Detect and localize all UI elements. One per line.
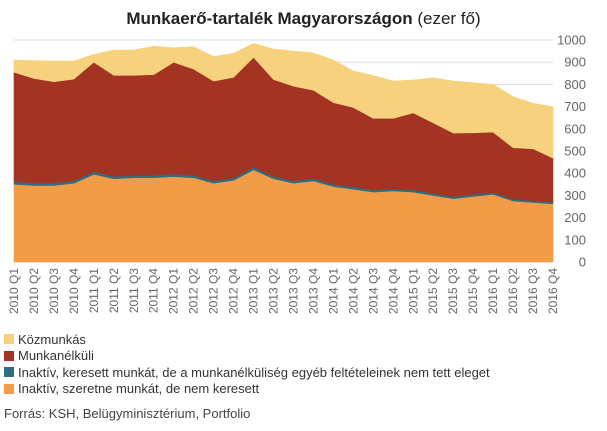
y-tick-label: 0 bbox=[579, 255, 586, 270]
legend-label-munkanelkuli: Munkanélküli bbox=[18, 348, 94, 364]
x-tick-label: 2016 Q3 bbox=[526, 268, 540, 314]
legend-item-inaktiv-kereso: Inaktív, keresett munkát, de a munkanélk… bbox=[4, 364, 490, 381]
x-tick-label: 2012 Q2 bbox=[187, 268, 201, 314]
x-tick-label: 2011 Q2 bbox=[107, 268, 121, 313]
x-tick-label: 2013 Q2 bbox=[267, 268, 281, 314]
x-tick-label: 2015 Q1 bbox=[406, 268, 420, 314]
y-tick-label: 600 bbox=[564, 121, 586, 136]
x-tick-label: 2011 Q3 bbox=[127, 268, 141, 313]
area-kozmunkas bbox=[13, 43, 554, 159]
legend-swatch-kozmunkas bbox=[4, 334, 14, 345]
y-tick-label: 900 bbox=[564, 55, 586, 70]
y-tick-label: 800 bbox=[564, 77, 586, 92]
legend-swatch-munkanelkuli bbox=[4, 350, 14, 361]
legend-item-kozmunkas: Közmunkás bbox=[4, 331, 490, 348]
x-tick-label: 2010 Q3 bbox=[47, 268, 61, 314]
y-tick-label: 300 bbox=[564, 188, 586, 203]
x-tick-label: 2015 Q2 bbox=[426, 268, 440, 314]
x-tick-label: 2016 Q2 bbox=[506, 268, 520, 314]
series-areas bbox=[13, 43, 554, 263]
y-axis-ticks: 0 100 200 300 400 500 600 700 800 900 1000 bbox=[557, 33, 586, 270]
y-tick-label: 400 bbox=[564, 166, 586, 181]
x-tick-label: 2012 Q1 bbox=[167, 268, 181, 314]
legend-swatch-inaktiv-kereso bbox=[4, 367, 14, 378]
chart-title-main: Munkaerő-tartalék Magyarországon bbox=[126, 9, 413, 28]
y-tick-label: 200 bbox=[564, 210, 586, 225]
y-tick-label: 1000 bbox=[557, 33, 586, 48]
x-tick-label: 2011 Q1 bbox=[87, 268, 101, 313]
legend-item-munkanelkuli: Munkanélküli bbox=[4, 348, 490, 365]
source-note: Forrás: KSH, Belügyminisztérium, Portfol… bbox=[4, 406, 251, 421]
chart-legend: Közmunkás Munkanélküli Inaktív, keresett… bbox=[4, 331, 490, 397]
x-tick-label: 2010 Q2 bbox=[27, 268, 41, 314]
y-tick-label: 100 bbox=[564, 232, 586, 247]
x-tick-label: 2013 Q1 bbox=[247, 268, 261, 314]
x-tick-label: 2015 Q4 bbox=[466, 268, 480, 314]
x-tick-label: 2014 Q2 bbox=[346, 268, 360, 314]
x-tick-label: 2013 Q3 bbox=[286, 268, 300, 314]
legend-swatch-inaktiv-szeretne bbox=[4, 383, 14, 394]
x-tick-label: 2012 Q3 bbox=[207, 268, 221, 314]
legend-item-inaktiv-szeretne: Inaktív, szeretne munkát, de nem kereset… bbox=[4, 381, 490, 398]
x-tick-label: 2010 Q1 bbox=[7, 268, 21, 314]
x-tick-label: 2015 Q3 bbox=[446, 268, 460, 314]
x-tick-label: 2014 Q4 bbox=[386, 268, 400, 314]
y-tick-label: 700 bbox=[564, 99, 586, 114]
legend-label-kozmunkas: Közmunkás bbox=[18, 331, 86, 347]
legend-label-inaktiv-szeretne: Inaktív, szeretne munkát, de nem kereset… bbox=[18, 381, 260, 397]
x-tick-label: 2010 Q4 bbox=[67, 268, 81, 314]
chart-title: Munkaerő-tartalék Magyarországon (ezer f… bbox=[0, 9, 607, 29]
x-tick-label: 2016 Q1 bbox=[486, 268, 500, 314]
x-tick-label: 2016 Q4 bbox=[546, 268, 560, 314]
x-tick-label: 2014 Q1 bbox=[326, 268, 340, 314]
x-tick-label: 2014 Q3 bbox=[366, 268, 380, 314]
x-tick-label: 2011 Q4 bbox=[147, 268, 161, 313]
chart-title-unit: (ezer fő) bbox=[417, 9, 481, 28]
x-tick-label: 2013 Q4 bbox=[306, 268, 320, 314]
y-tick-label: 500 bbox=[564, 144, 586, 159]
legend-label-inaktiv-kereso: Inaktív, keresett munkát, de a munkanélk… bbox=[18, 364, 490, 380]
x-tick-label: 2012 Q4 bbox=[227, 268, 241, 314]
x-axis-ticks: 2010 Q1 2010 Q2 2010 Q3 2010 Q4 2011 Q1 2011 … bbox=[7, 268, 560, 314]
